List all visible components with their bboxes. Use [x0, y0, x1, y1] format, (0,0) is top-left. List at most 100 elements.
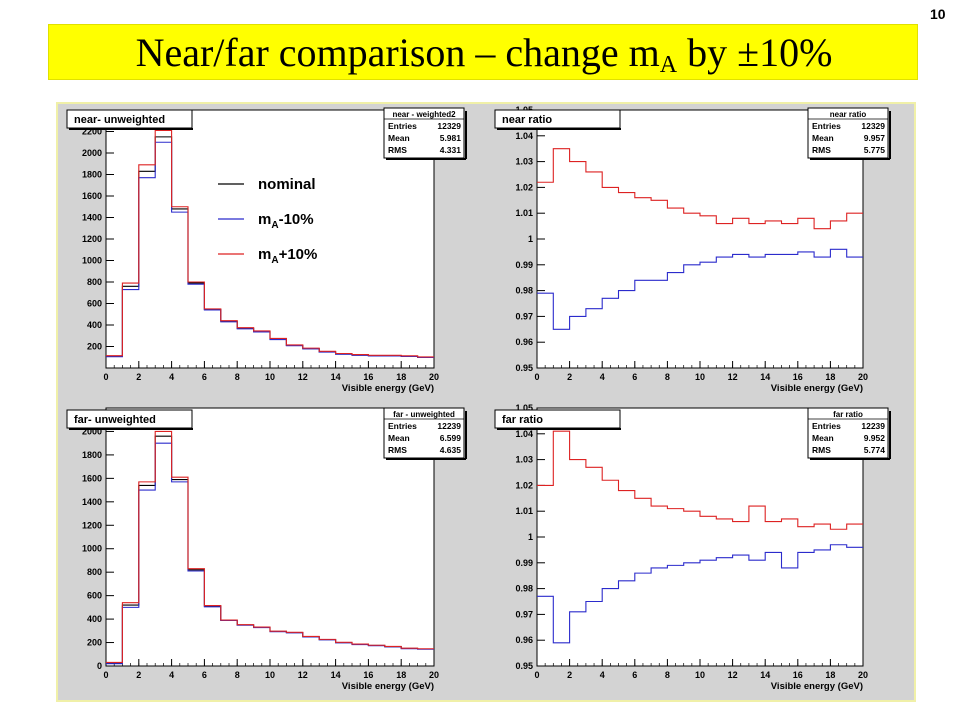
- y-tick-label: 2000: [82, 148, 102, 158]
- stats-value: 12239: [861, 421, 885, 431]
- stats-value: 6.599: [440, 433, 462, 443]
- stats-frame: [383, 407, 465, 459]
- y-tick-label: 0.97: [515, 609, 533, 619]
- stats-label: Entries: [812, 421, 841, 431]
- x-axis-label: Visible energy (GeV): [771, 383, 863, 394]
- y-tick-label: 1.05: [515, 403, 533, 413]
- x-tick-label: 4: [600, 670, 605, 680]
- x-axis-label: Visible energy (GeV): [771, 681, 863, 692]
- y-tick-label: 0.96: [515, 635, 533, 645]
- x-tick-label: 20: [858, 670, 868, 680]
- y-tick-label: 0.99: [515, 260, 533, 270]
- x-tick-label: 0: [103, 372, 108, 382]
- legend-suffix: -10%: [279, 211, 314, 228]
- y-tick-label: 600: [87, 591, 102, 601]
- x-tick-label: 8: [665, 670, 670, 680]
- legend-subscript: A: [271, 255, 278, 266]
- y-tick-label: 1000: [82, 544, 102, 554]
- series-2-histogram: [106, 430, 434, 664]
- stats-label: RMS: [812, 445, 831, 455]
- plot-title: near- unweighted: [74, 114, 165, 126]
- y-tick-label: 1200: [82, 520, 102, 530]
- x-tick-label: 10: [265, 670, 275, 680]
- x-tick-label: 20: [429, 670, 439, 680]
- y-tick-label: 1600: [82, 191, 102, 201]
- slide-number: 10: [930, 6, 946, 22]
- x-axis-label: Visible energy (GeV): [342, 681, 434, 692]
- y-tick-label: 1.02: [515, 182, 533, 192]
- stats-value: 4.635: [440, 445, 462, 455]
- x-tick-label: 14: [331, 372, 341, 382]
- x-tick-label: 16: [363, 372, 373, 382]
- stats-label: RMS: [812, 145, 831, 155]
- x-tick-label: 0: [103, 670, 108, 680]
- chart-3: 0 2 4 6 8 10 12 14 16 18 20 0.95 0.96 0.97 0.98 0.99 1 1.…: [490, 403, 910, 698]
- x-tick-label: 4: [169, 372, 174, 382]
- y-tick-label: 400: [87, 614, 102, 624]
- stats-value: 9.957: [864, 133, 886, 143]
- x-tick-label: 10: [695, 372, 705, 382]
- y-tick-label: 0.97: [515, 311, 533, 321]
- x-tick-label: 16: [793, 372, 803, 382]
- x-tick-label: 18: [825, 372, 835, 382]
- stats-header: far ratio: [833, 410, 863, 419]
- stats-box: near - weighted2 Entries 12329 Mean 5.981 RMS…: [383, 107, 467, 160]
- series-2-histogram: [106, 129, 434, 358]
- stats-label: Entries: [812, 121, 841, 131]
- chart-0: 0 2 4 6 8 10 12 14 16 18 20 200 400 600 800 1000 1200 140…: [62, 106, 484, 396]
- y-tick-label: 1.03: [515, 455, 533, 465]
- y-tick-label: 1.01: [515, 208, 533, 218]
- y-tick-label: 1.02: [515, 480, 533, 490]
- stats-header: near - weighted2: [392, 110, 456, 119]
- x-tick-label: 8: [235, 372, 240, 382]
- x-axis-label: Visible energy (GeV): [342, 383, 434, 394]
- x-tick-label: 20: [429, 372, 439, 382]
- x-tick-label: 6: [632, 670, 637, 680]
- stats-label: Mean: [812, 433, 834, 443]
- plot-area: [105, 407, 435, 667]
- x-tick-label: 12: [298, 670, 308, 680]
- x-tick-label: 16: [793, 670, 803, 680]
- x-tick-label: 2: [567, 372, 572, 382]
- y-tick-label: 800: [87, 567, 102, 577]
- y-tick-label: 2200: [82, 127, 102, 137]
- stats-value: 4.331: [440, 145, 462, 155]
- y-tick-label: 1.01: [515, 506, 533, 516]
- stats-value: 12329: [437, 121, 461, 131]
- stats-value: 5.775: [864, 145, 886, 155]
- chart-2: 0 2 4 6 8 10 12 14 16 18 2002004006008001000120014…: [62, 406, 484, 698]
- y-tick-label: 0.95: [515, 661, 533, 671]
- legend-label-2: mA+10%: [258, 246, 317, 266]
- stats-box: far ratio Entries 12239 Mean 9.952 RMS 5.774: [807, 407, 891, 460]
- plot-title-box: far ratio: [494, 409, 621, 430]
- y-tick-label: 0.96: [515, 337, 533, 347]
- stats-box: near ratio Entries 12329 Mean 9.957 RMS 5.775: [807, 107, 891, 160]
- x-tick-label: 10: [695, 670, 705, 680]
- x-tick-label: 14: [760, 670, 770, 680]
- plot-title: near ratio: [502, 114, 552, 126]
- y-tick-label: 1800: [82, 450, 102, 460]
- plot-title: far ratio: [502, 414, 543, 426]
- x-tick-label: 12: [298, 372, 308, 382]
- plot-title-box: near ratio: [494, 109, 621, 130]
- x-tick-label: 12: [728, 670, 738, 680]
- y-tick-label: 200: [87, 342, 102, 352]
- y-tick-label: 0.98: [515, 286, 533, 296]
- plot-area: [105, 109, 435, 369]
- series-0-histogram: [537, 544, 863, 644]
- stats-label: Entries: [388, 121, 417, 131]
- stats-frame: [383, 107, 465, 159]
- y-tick-label: 1000: [82, 256, 102, 266]
- y-tick-label: 0.98: [515, 584, 533, 594]
- x-tick-label: 2: [567, 670, 572, 680]
- legend-suffix: +10%: [279, 246, 318, 263]
- y-tick-label: 800: [87, 277, 102, 287]
- series-1-histogram: [537, 148, 863, 230]
- y-tick-label: 400: [87, 320, 102, 330]
- stats-label: Entries: [388, 421, 417, 431]
- x-tick-label: 8: [235, 670, 240, 680]
- y-tick-label: 1400: [82, 497, 102, 507]
- stats-label: Mean: [388, 133, 410, 143]
- stats-label: Mean: [388, 433, 410, 443]
